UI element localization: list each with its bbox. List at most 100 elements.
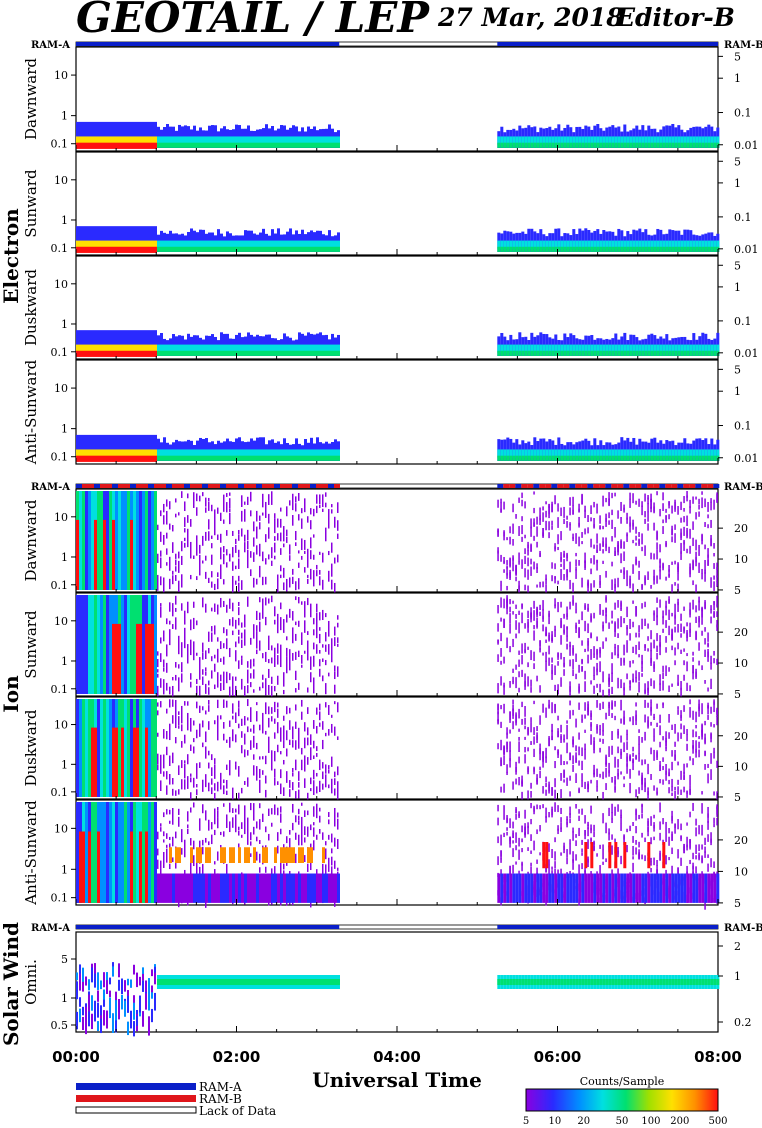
data-speckle — [548, 521, 550, 531]
data-band — [226, 136, 229, 145]
data-lowband — [211, 873, 214, 903]
left-tick-label: 0.1 — [51, 346, 69, 359]
data-band-core — [253, 455, 256, 461]
data-band — [112, 240, 115, 249]
data-speckle — [587, 607, 589, 612]
data-band — [124, 136, 127, 145]
data-speckle — [202, 597, 204, 608]
data-band — [713, 449, 717, 458]
data-speckle — [286, 636, 288, 641]
data-band-core — [133, 142, 136, 149]
data-speckle — [689, 602, 691, 611]
data-speckle — [325, 702, 327, 708]
data-speckle — [316, 570, 318, 577]
data-band-core — [590, 350, 594, 356]
data-speckle — [620, 553, 622, 564]
data-speckle — [238, 529, 240, 535]
data-speckle — [560, 507, 562, 517]
data-speckle — [193, 722, 195, 726]
data-band-core — [545, 350, 549, 356]
data-speckle — [566, 720, 568, 724]
data-band-core — [166, 142, 169, 148]
data-speckle — [226, 549, 228, 556]
data-column — [91, 226, 94, 252]
data-band-core — [686, 350, 690, 356]
data-band-core — [169, 246, 172, 252]
data-band — [337, 240, 340, 249]
data-speckle — [202, 742, 204, 748]
data-band-core — [172, 350, 175, 356]
data-speckle — [322, 721, 324, 730]
data-band — [121, 136, 124, 145]
data-band-core — [337, 455, 340, 461]
data-speckle — [647, 791, 649, 801]
data-speckle — [172, 606, 174, 617]
data-speckle — [692, 521, 694, 530]
data-hot — [112, 519, 115, 590]
data-lowband — [244, 873, 247, 903]
data-speckle — [163, 584, 165, 593]
data-speckle — [587, 583, 589, 593]
data-band — [301, 240, 304, 249]
data-speckle — [277, 533, 279, 541]
data-column — [151, 226, 154, 252]
data-speckle — [560, 773, 562, 781]
data-band — [124, 449, 127, 458]
data-speckle — [497, 704, 499, 715]
data-speckle — [656, 645, 658, 653]
data-band — [566, 136, 570, 145]
data-band — [716, 449, 720, 458]
data-speckle — [169, 580, 171, 590]
data-band — [530, 449, 534, 458]
data-speckle — [256, 535, 258, 539]
data-band-core — [157, 142, 160, 148]
data-band — [692, 240, 696, 249]
data-speckle — [650, 642, 652, 652]
data-band — [581, 136, 585, 145]
data-band — [509, 240, 513, 249]
data-speckle — [187, 719, 189, 731]
data-speckle — [298, 580, 300, 590]
data-band — [647, 344, 651, 353]
left-tick-label: 10 — [54, 174, 68, 187]
data-band-core — [635, 246, 639, 252]
data-band-core — [196, 246, 199, 252]
data-speckle — [653, 728, 655, 737]
data-speckle — [560, 677, 562, 687]
data-speckle — [304, 737, 306, 742]
data-speckle — [542, 652, 544, 656]
data-speckle — [572, 764, 574, 772]
data-band — [650, 136, 654, 145]
data-speckle — [515, 576, 517, 582]
data-speckle — [560, 531, 562, 541]
data-band-core — [497, 350, 501, 356]
data-speckle — [698, 544, 700, 549]
data-column — [115, 434, 118, 461]
data-speckle — [626, 627, 628, 636]
data-band — [196, 240, 199, 249]
data-band — [596, 136, 600, 145]
data-speckle — [220, 564, 222, 576]
data-band — [545, 344, 549, 353]
data-speckle — [286, 708, 288, 715]
data-speckle — [253, 624, 255, 635]
data-band-core — [136, 142, 139, 149]
data-speckle — [226, 604, 228, 613]
data-speckle — [157, 574, 159, 584]
data-speckle — [635, 606, 637, 617]
data-speckle — [223, 779, 225, 784]
data-speckle — [277, 708, 279, 718]
data-speckle — [677, 761, 679, 766]
data-band — [698, 344, 702, 353]
data-band — [683, 449, 687, 458]
data-speckle — [175, 858, 177, 868]
data-speckle — [530, 679, 532, 687]
data-column — [100, 595, 103, 694]
data-speckle — [280, 649, 282, 661]
data-band-core — [683, 350, 687, 356]
data-column — [136, 226, 139, 252]
data-speckle — [593, 666, 595, 677]
data-speckle — [295, 530, 297, 541]
data-speckle — [614, 643, 616, 649]
